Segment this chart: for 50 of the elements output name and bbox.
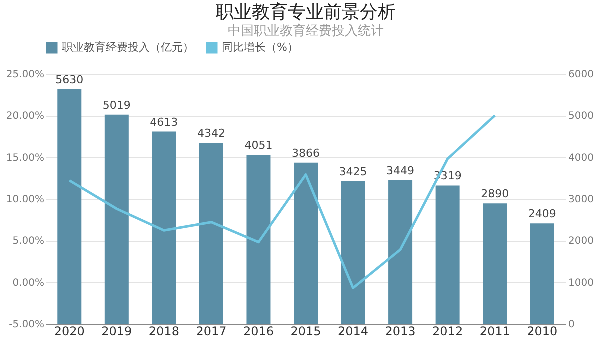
bar [436,186,460,324]
y-tick-label: -5.00% [9,320,44,330]
bar [246,155,271,324]
legend-label: 同比增长（%） [222,41,298,54]
y2-tick-label: 5000 [568,111,594,122]
y2-tick-label: 3000 [568,194,594,206]
data-label: 2890 [481,188,510,201]
y-tick-label: 15.00% [6,152,44,164]
data-label: 4613 [150,116,178,129]
chart-subtitle: 中国职业教育经费投入统计 [228,23,384,39]
y2-tick-label: 2000 [568,236,594,248]
x-tick-label: 2014 [338,324,369,338]
bar [341,181,366,324]
data-label: 5630 [56,73,84,86]
y-tick-label: 20.00% [6,111,44,122]
y-tick-label: 25.00% [6,70,44,80]
x-tick-label: 2018 [148,324,180,338]
x-tick-label: 2020 [54,324,85,338]
x-tick-label: 2013 [385,324,416,338]
x-tick-label: 2012 [432,324,464,338]
x-tick-label: 2017 [196,324,227,338]
bar [388,180,413,324]
y2-tick-label: 0 [568,320,575,330]
y-tick-label: 10.00% [6,194,44,206]
bar [294,162,318,324]
y2-tick-label: 6000 [568,70,594,80]
chart-title: 职业教育专业前景分析 [216,2,396,23]
data-label: 3425 [339,165,368,178]
data-label: 3866 [292,146,320,160]
x-tick-label: 2016 [243,324,274,338]
x-tick-label: 2010 [527,324,558,338]
x-tick-label: 2015 [290,324,322,338]
bar [104,114,129,324]
data-label: 3449 [386,164,415,178]
y-tick-label: 0.00% [12,278,44,289]
y2-tick-label: 4000 [568,152,594,164]
data-label: 5019 [102,98,131,112]
x-tick-label: 2019 [102,324,132,338]
bar [483,204,508,324]
y-tick-label: 5.00% [12,236,44,248]
y2-tick-label: 1000 [568,278,594,289]
data-label: 4051 [244,139,273,152]
bar [530,224,554,324]
bar [199,143,224,324]
legend-label: 职业教育经费投入（亿元） [62,41,194,54]
data-label: 2409 [528,208,556,221]
x-tick-label: 2011 [480,324,510,338]
bar [58,89,82,324]
data-label: 4342 [197,127,226,140]
bar [152,132,176,324]
